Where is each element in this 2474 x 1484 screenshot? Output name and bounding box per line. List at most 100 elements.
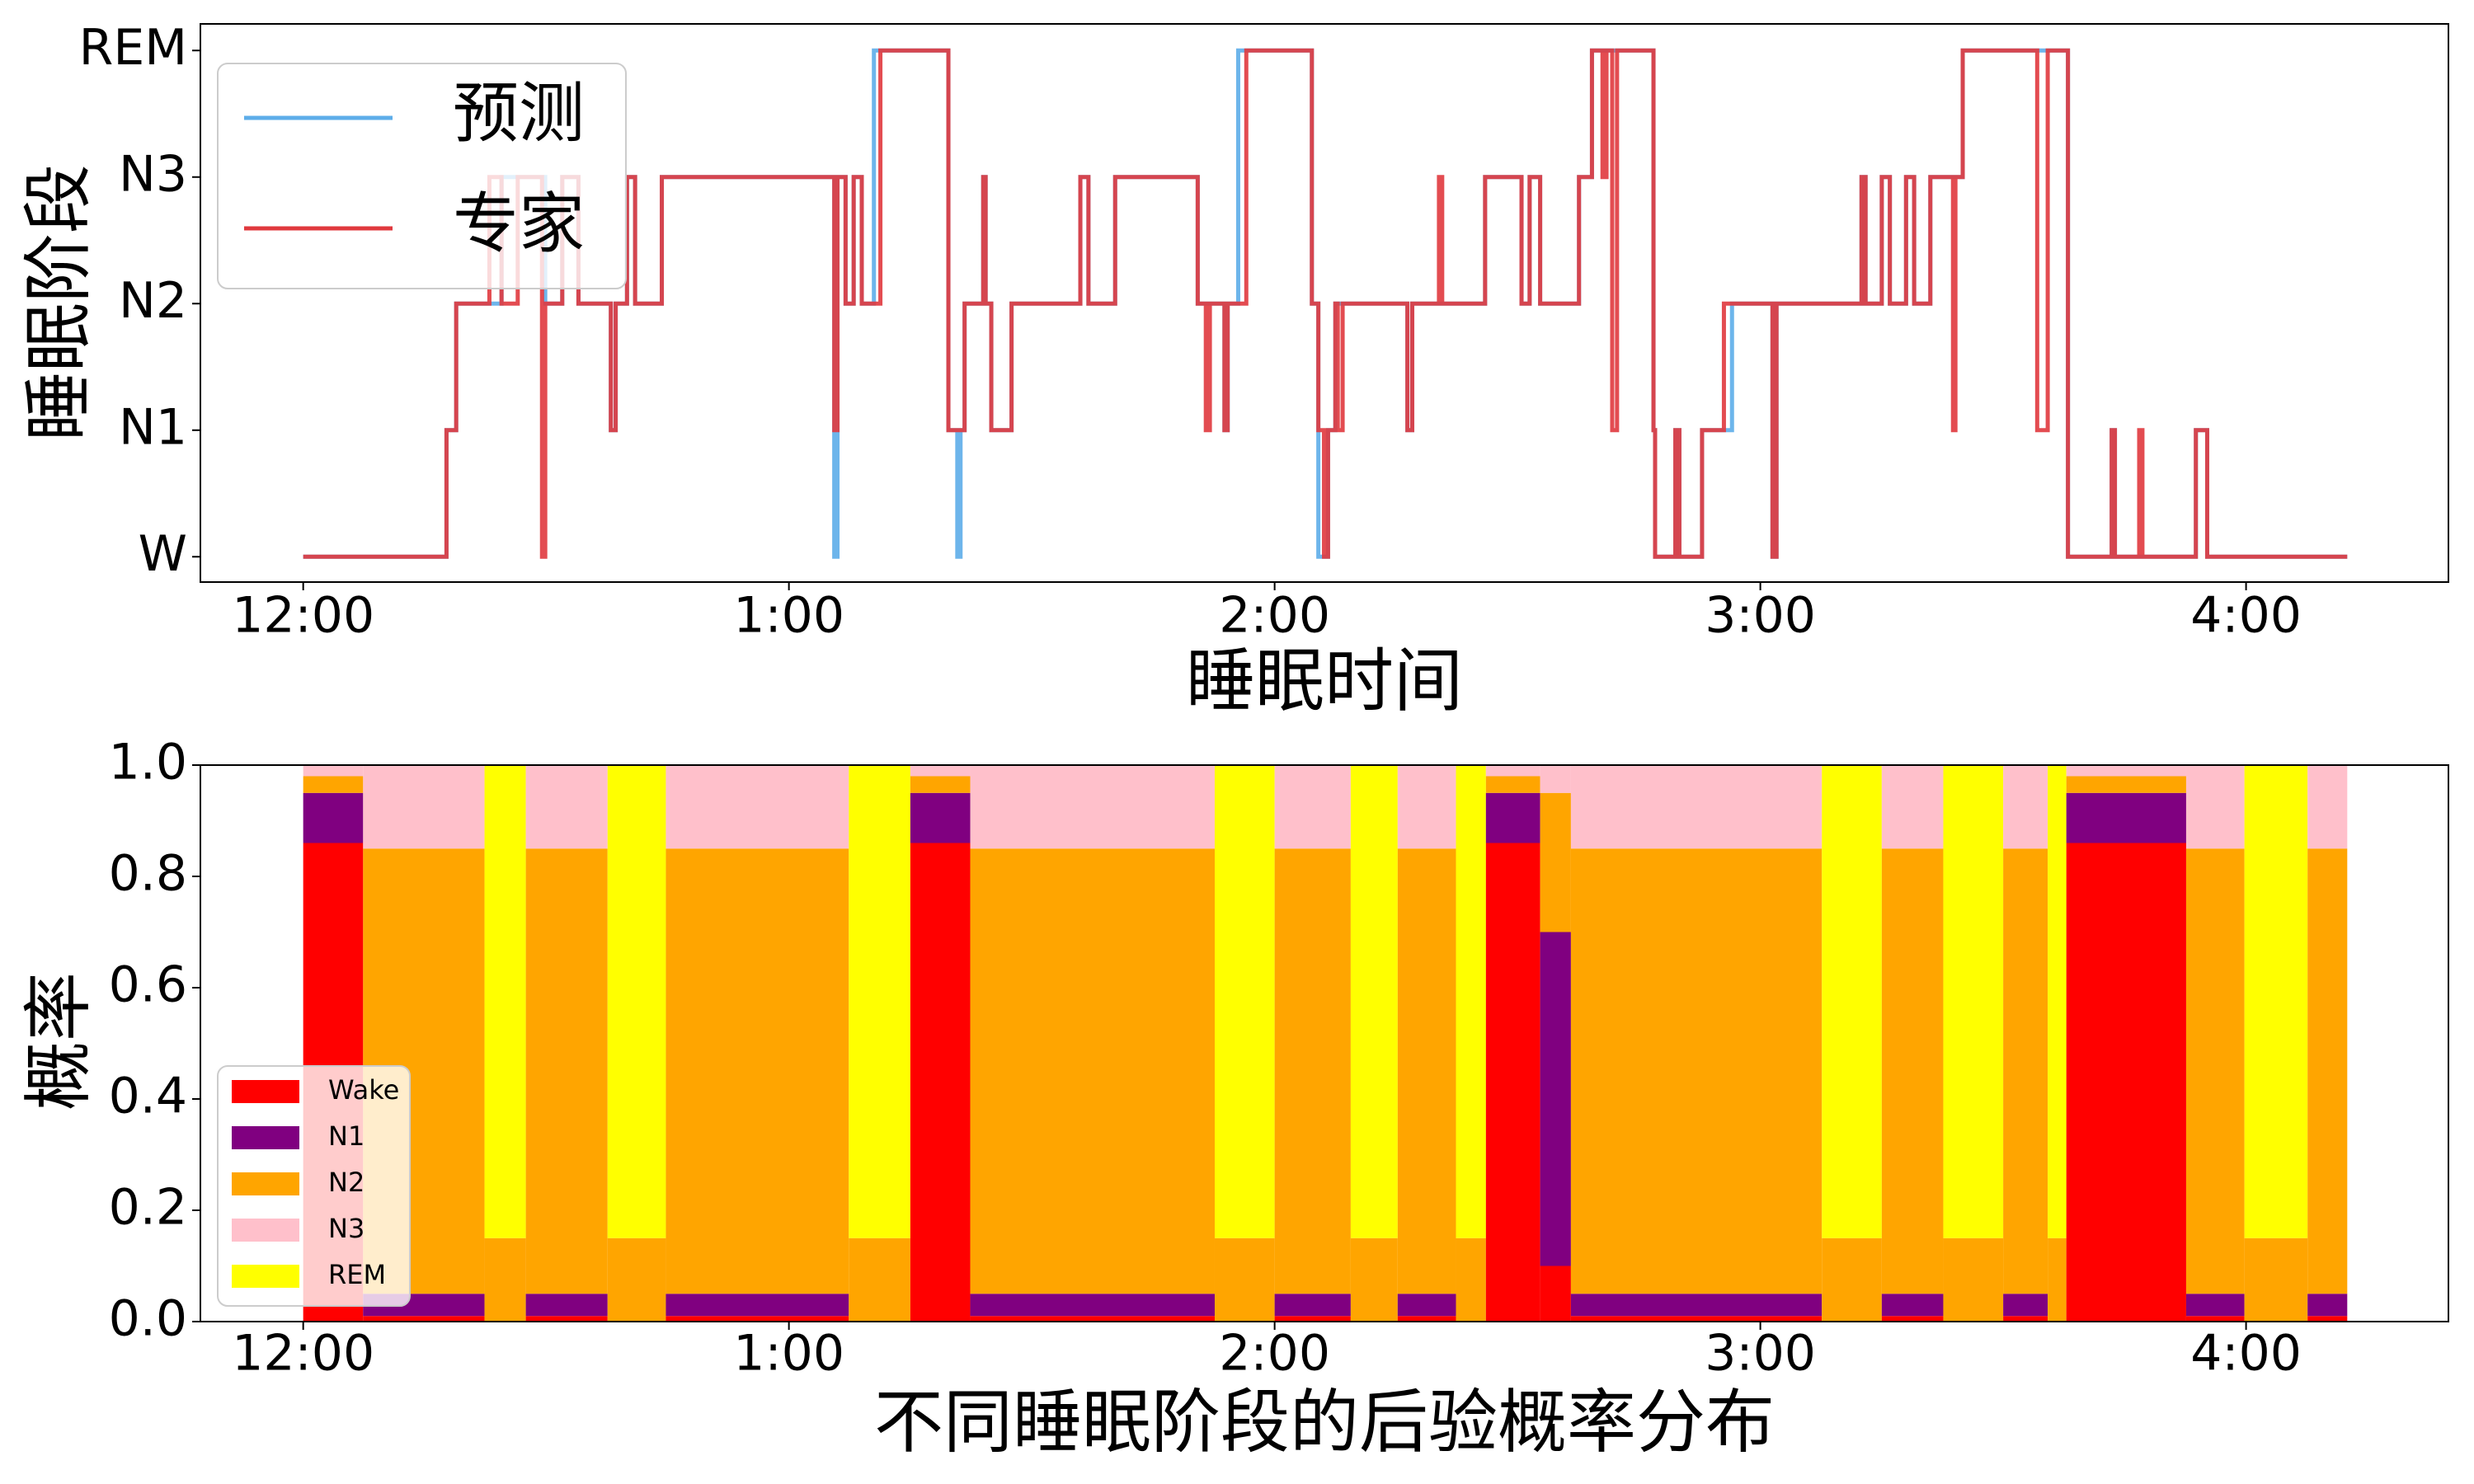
- x-tick-label: 1:00: [733, 1325, 844, 1383]
- prob-bar: [2003, 848, 2048, 1294]
- prob-bar: [2048, 765, 2067, 1238]
- prob-bar: [849, 765, 910, 1238]
- prob-bar: [1881, 1294, 1944, 1317]
- prob-bar: [2307, 765, 2348, 849]
- prob-bar: [1943, 1237, 2004, 1322]
- prob-bar: [2066, 776, 2186, 793]
- y-axis-title: 概率: [18, 972, 99, 1111]
- prob-bar: [303, 765, 364, 777]
- prob-bar: [1485, 792, 1540, 843]
- prob-bar: [2185, 1316, 2245, 1322]
- y-tick-label: N2: [119, 272, 187, 330]
- prob-bar: [2185, 1294, 2245, 1317]
- prob-bar: [1881, 848, 1944, 1294]
- prob-bar: [1485, 765, 1540, 777]
- prob-bar: [2066, 792, 2186, 843]
- prob-bar: [666, 1316, 849, 1322]
- legend-label: REM: [328, 1259, 386, 1290]
- x-tick-label: 3:00: [1705, 1325, 1816, 1383]
- legend-swatch: [232, 1172, 299, 1195]
- prob-bar: [910, 776, 971, 793]
- prob-bar: [1456, 765, 1486, 1238]
- legend-label: Wake: [328, 1074, 399, 1106]
- legend-label: N3: [328, 1213, 365, 1244]
- x-tick-label: 12:00: [232, 1325, 374, 1383]
- prob-bar: [666, 765, 849, 849]
- prob-bar: [363, 765, 485, 849]
- prob-bar: [363, 1316, 485, 1322]
- prob-bar: [2048, 1237, 2067, 1322]
- y-tick-label: W: [139, 525, 187, 583]
- prob-bar: [525, 1316, 608, 1322]
- prob-bar: [2185, 765, 2245, 849]
- prob-bar: [525, 765, 608, 849]
- prob-bar: [1274, 1294, 1351, 1317]
- prob-bar: [2066, 765, 2186, 777]
- prob-bar: [970, 1294, 1215, 1317]
- legend-label: 专家: [453, 186, 585, 262]
- x-tick-label: 12:00: [232, 587, 374, 645]
- prob-bar: [484, 765, 526, 1238]
- prob-bar: [2307, 848, 2348, 1294]
- prob-bar: [910, 765, 971, 777]
- prob-bar: [1540, 932, 1571, 1266]
- prob-bar: [1485, 843, 1540, 1322]
- x-tick-label: 4:00: [2190, 587, 2302, 645]
- prob-bar: [1822, 765, 1882, 1238]
- prob-bar: [2307, 1316, 2348, 1322]
- legend-swatch: [232, 1080, 299, 1103]
- y-tick-label: REM: [79, 19, 187, 77]
- prob-bar: [1881, 765, 1944, 849]
- prob-bar: [607, 765, 666, 1238]
- prob-bar: [1274, 848, 1351, 1294]
- prob-bar: [2244, 765, 2308, 1238]
- prob-bar: [2307, 1294, 2348, 1317]
- y-tick-label: 1.0: [109, 734, 187, 791]
- prob-bar: [1397, 765, 1456, 849]
- prob-bar: [1570, 848, 1823, 1294]
- prob-bar: [2244, 1237, 2308, 1322]
- x-axis-title: 睡眠时间: [1186, 641, 1463, 721]
- y-axis-title: 睡眠阶段: [18, 164, 99, 441]
- prob-bar: [910, 843, 971, 1322]
- y-tick-label: 0.4: [109, 1068, 187, 1125]
- legend-box: [217, 1065, 411, 1307]
- x-tick-label: 2:00: [1219, 587, 1330, 645]
- plot-area: [303, 765, 2348, 1322]
- prob-bar: [1943, 765, 2004, 1238]
- y-tick-label: N1: [119, 398, 187, 456]
- prob-bar: [1570, 1294, 1823, 1317]
- x-tick-label: 3:00: [1705, 587, 1816, 645]
- prob-bar: [970, 848, 1215, 1294]
- prob-bar: [970, 765, 1215, 849]
- y-tick-label: 0.8: [109, 845, 187, 903]
- legend-swatch: [232, 1126, 299, 1149]
- prob-bar: [303, 776, 364, 793]
- prob-bar: [1570, 765, 1823, 849]
- legend-swatch: [232, 1265, 299, 1288]
- prob-bar: [2003, 1294, 2048, 1317]
- legend-label: N1: [328, 1120, 365, 1152]
- prob-bar: [1822, 1237, 1882, 1322]
- prob-bar: [1350, 765, 1398, 1238]
- prob-bar: [1397, 1294, 1456, 1317]
- prob-bar: [2003, 1316, 2048, 1322]
- prob-bar: [970, 1316, 1215, 1322]
- prob-bar: [666, 1294, 849, 1317]
- prob-bar: [1540, 792, 1571, 932]
- prob-bar: [1274, 1316, 1351, 1322]
- prob-bar: [1456, 1237, 1486, 1322]
- y-tick-label: 0.2: [109, 1179, 187, 1237]
- prob-bar: [1350, 1237, 1398, 1322]
- prob-bar: [849, 1237, 910, 1322]
- legend: Wake N1 N2 N3 REM: [217, 1065, 411, 1307]
- prob-bar: [666, 848, 849, 1294]
- prob-bar: [1881, 1316, 1944, 1322]
- y-tick-label: N3: [119, 145, 187, 203]
- prob-bar: [607, 1237, 666, 1322]
- prob-bar: [910, 792, 971, 843]
- legend-swatch: [232, 1219, 299, 1242]
